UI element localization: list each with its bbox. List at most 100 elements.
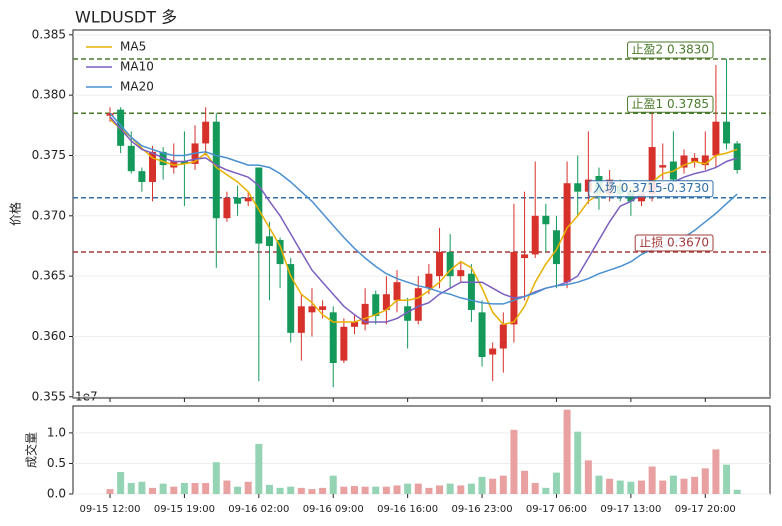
volume-bar — [574, 431, 582, 494]
volume-bar — [467, 483, 475, 494]
level-label-box — [627, 95, 714, 113]
volume-bar — [414, 483, 422, 494]
volume-bar — [446, 483, 454, 494]
ma-line — [109, 116, 738, 323]
volume-bar — [180, 483, 188, 494]
y-tick-label: 0.355 — [32, 389, 66, 403]
candle-body — [234, 197, 242, 204]
volume-bar — [255, 443, 263, 494]
candle-body — [552, 230, 560, 265]
level-label-text: 止损 0.3670 — [639, 236, 709, 250]
x-tick-label: 09-15 19:00 — [154, 504, 215, 515]
candle-body — [404, 306, 412, 321]
volume-bar — [701, 468, 709, 494]
y-tick-label: 0.380 — [32, 88, 66, 102]
candle-body — [149, 151, 157, 183]
volume-bar — [552, 472, 560, 494]
candle-body — [723, 121, 731, 144]
candle-body — [244, 197, 252, 202]
legend-label: MA5 — [120, 40, 146, 54]
volume-bar — [638, 480, 645, 494]
volume-bar — [149, 487, 157, 494]
x-tick-label: 09-17 06:00 — [526, 504, 587, 515]
volume-bar — [106, 489, 114, 494]
candle-body — [648, 147, 656, 195]
volume-bar — [648, 466, 656, 494]
x-tick-label: 09-17 20:00 — [675, 504, 736, 515]
volume-bar — [521, 470, 529, 494]
candle-body — [202, 121, 210, 144]
volume-bar — [436, 485, 444, 494]
level-label: 入场 0.3715-0.3730 — [588, 180, 714, 198]
x-tick-label: 09-16 02:00 — [228, 504, 289, 515]
volume-bar — [350, 486, 358, 494]
candle-body — [691, 157, 699, 162]
volume-bar — [297, 487, 305, 494]
volume-bar — [361, 486, 369, 494]
volume-bar — [457, 485, 465, 494]
volume-bar — [191, 483, 199, 494]
volume-bar — [478, 476, 486, 494]
y-tick-label: 0.375 — [32, 148, 66, 162]
candle-body — [563, 183, 571, 283]
candle-body — [521, 254, 529, 259]
volume-bar — [733, 489, 741, 494]
volume-bar — [531, 483, 539, 494]
y-tick-label: 0.0 — [47, 487, 66, 501]
volume-bar — [542, 487, 550, 494]
volume-bar — [425, 487, 433, 494]
volume-bar — [244, 481, 252, 494]
candle-body — [733, 143, 741, 170]
candle-body — [542, 215, 550, 225]
volume-bar — [606, 478, 614, 494]
x-tick-label: 09-17 13:00 — [600, 504, 661, 515]
candle-body — [467, 273, 475, 310]
volume-bar — [712, 449, 720, 494]
volume-bar — [223, 480, 231, 494]
x-tick-label: 09-16 23:00 — [452, 504, 513, 515]
candle-body — [308, 306, 316, 313]
volume-axis-label: 成交量 — [24, 432, 39, 468]
candle-body — [265, 236, 273, 246]
level-label-text: 入场 0.3715-0.3730 — [593, 181, 709, 195]
volume-bar — [489, 478, 497, 494]
volume-bar — [117, 472, 125, 494]
candle-body — [372, 294, 380, 316]
candle-body — [574, 183, 582, 192]
candle-body — [117, 109, 125, 146]
level-label-box — [634, 234, 714, 252]
candle-body — [425, 273, 433, 289]
volume-bar — [170, 486, 178, 494]
volume-bar — [212, 462, 220, 494]
candle-body — [106, 113, 114, 116]
price-frame — [72, 29, 771, 399]
candle-body — [276, 239, 284, 265]
volume-bar — [329, 475, 337, 494]
volume-bar — [159, 483, 167, 494]
candle-body — [584, 179, 592, 192]
candle-body — [446, 252, 454, 277]
volume-bar — [265, 484, 273, 494]
candle-body — [638, 194, 645, 202]
candle-body — [701, 155, 709, 166]
level-label-text: 止盈1 0.3785 — [632, 97, 709, 111]
volume-bar — [616, 480, 624, 494]
candle-body — [180, 161, 188, 164]
volume-bar — [287, 486, 295, 494]
candle-body — [712, 121, 720, 156]
candle-body — [361, 303, 369, 325]
candle-body — [393, 282, 401, 301]
candle-body — [223, 197, 231, 219]
level-label-box — [588, 180, 714, 198]
volume-bar — [627, 481, 635, 494]
candle-body — [138, 171, 146, 183]
volume-bar — [669, 475, 677, 494]
x-tick-label: 09-16 09:00 — [303, 504, 364, 515]
volume-bar — [393, 485, 401, 494]
chart-title: WLDUSDT 多 — [75, 8, 177, 27]
volume-bar — [276, 487, 284, 494]
level-label-box — [627, 41, 714, 59]
ma-line — [109, 118, 738, 326]
legend-label: MA10 — [120, 60, 154, 74]
